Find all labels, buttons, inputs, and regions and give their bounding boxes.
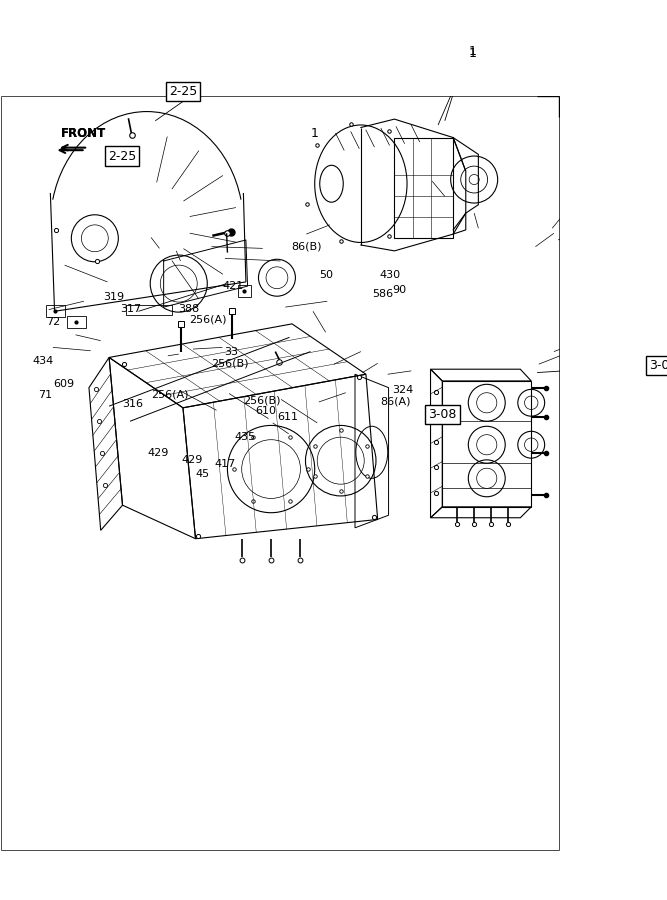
Text: 319: 319 bbox=[103, 292, 125, 302]
Text: 256(A): 256(A) bbox=[189, 315, 227, 325]
Text: 434: 434 bbox=[33, 356, 54, 366]
Text: 2-25: 2-25 bbox=[108, 149, 136, 163]
Text: 324: 324 bbox=[392, 385, 413, 395]
Bar bbox=[394, 138, 453, 238]
Text: FRONT: FRONT bbox=[61, 127, 105, 140]
Text: 586: 586 bbox=[372, 289, 394, 299]
Text: 388: 388 bbox=[178, 303, 199, 313]
Text: 317: 317 bbox=[120, 304, 141, 314]
Text: 430: 430 bbox=[380, 270, 401, 281]
Text: 256(B): 256(B) bbox=[211, 359, 249, 369]
Text: 611: 611 bbox=[277, 412, 298, 422]
Text: 45: 45 bbox=[195, 469, 209, 479]
Text: 3-08: 3-08 bbox=[428, 408, 456, 421]
Text: 256(A): 256(A) bbox=[151, 390, 189, 400]
Text: 610: 610 bbox=[255, 406, 276, 416]
Text: 421: 421 bbox=[223, 281, 244, 291]
Bar bbox=[237, 285, 251, 297]
Text: 256(B): 256(B) bbox=[243, 395, 281, 405]
Bar bbox=[67, 316, 85, 328]
Text: 86(B): 86(B) bbox=[291, 242, 321, 252]
Text: 1: 1 bbox=[468, 46, 476, 58]
Text: 417: 417 bbox=[214, 459, 235, 469]
Text: 71: 71 bbox=[38, 391, 52, 401]
Text: 3-08: 3-08 bbox=[649, 359, 667, 373]
Text: 609: 609 bbox=[53, 379, 74, 389]
Text: 429: 429 bbox=[182, 455, 203, 465]
Bar bbox=[46, 305, 65, 317]
Text: 435: 435 bbox=[234, 432, 255, 442]
Text: 2-25: 2-25 bbox=[169, 85, 197, 98]
Text: 33: 33 bbox=[224, 346, 238, 356]
Text: 316: 316 bbox=[122, 399, 143, 409]
Text: 1: 1 bbox=[311, 127, 319, 140]
Text: 50: 50 bbox=[319, 270, 333, 281]
Text: 72: 72 bbox=[46, 317, 60, 328]
Text: FRONT: FRONT bbox=[61, 127, 105, 140]
Text: 86(A): 86(A) bbox=[381, 397, 411, 407]
Bar bbox=[126, 305, 172, 316]
Text: 429: 429 bbox=[147, 448, 169, 458]
Text: 1: 1 bbox=[468, 47, 476, 60]
Text: 90: 90 bbox=[392, 284, 406, 294]
